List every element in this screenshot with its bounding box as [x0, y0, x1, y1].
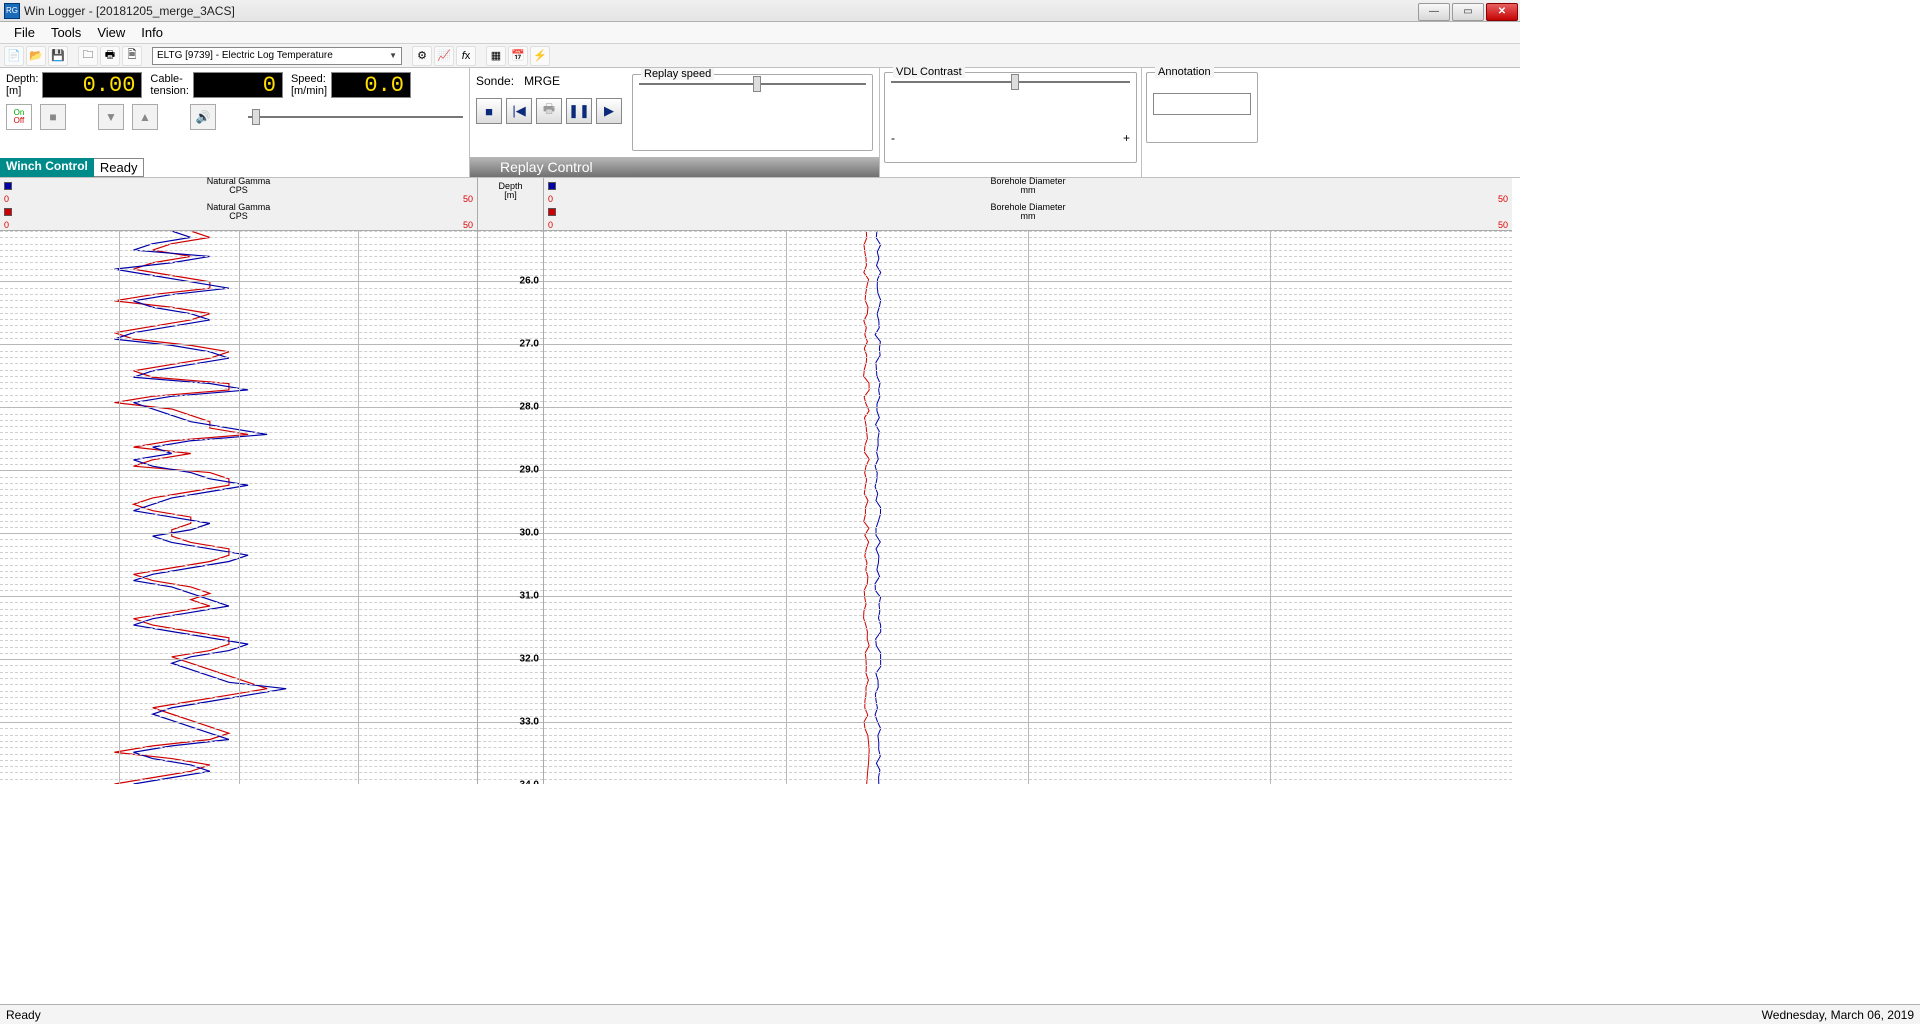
ng-swatch-2 [4, 208, 12, 216]
toolbar-chart-icon[interactable]: 📈 [434, 46, 454, 66]
depth-label: 30.0 [520, 528, 539, 539]
toolbar-open-icon[interactable]: 📂 [26, 46, 46, 66]
titlebar: RG Win Logger - [20181205_merge_3ACS] — … [0, 0, 1520, 22]
depth-label: 27.0 [520, 339, 539, 350]
depth-label: 26.0 [520, 276, 539, 287]
menu-view[interactable]: View [89, 23, 133, 42]
toolbar-folder-icon[interactable]: 🗀 [78, 46, 98, 66]
replay-panel: Sonde: MRGE ■ |◀ 🖶 ❚❚ ▶ Replay speed Rep… [470, 68, 880, 177]
winch-control-tag: Winch Control [0, 158, 94, 177]
winch-status: Ready [94, 158, 145, 177]
window-title: Win Logger - [20181205_merge_3ACS] [24, 4, 235, 18]
vdl-slider[interactable] [891, 81, 1130, 107]
depth-label: Depth: [m] [6, 73, 38, 97]
depth-label: 28.0 [520, 402, 539, 413]
menu-file[interactable]: File [6, 23, 43, 42]
bd-swatch-1 [548, 182, 556, 190]
replay-print-button[interactable]: 🖶 [536, 98, 562, 124]
toolbar-calendar-icon[interactable]: 📅 [508, 46, 528, 66]
depth-label: 32.0 [520, 654, 539, 665]
depth-label: 34.0 [520, 780, 539, 785]
replay-speed-legend: Replay speed [641, 68, 714, 80]
track-ng-header: Natural GammaCPS 0 50 Natural GammaCPS 0… [0, 178, 477, 231]
maximize-button[interactable]: ▭ [1452, 3, 1484, 21]
track-depth-body: 26.0 27.0 28.0 29.0 30.0 31.0 32.0 33.0 34.0 [478, 231, 543, 784]
track-bd-header: Borehole Diametermm 0 50 Borehole Diamet… [544, 178, 1512, 231]
track-bd-body [544, 231, 1512, 784]
vdl-group: VDL Contrast - + [884, 72, 1137, 163]
statusbar-ready: Ready [6, 1008, 41, 1022]
replay-speed-group: Replay speed [632, 74, 873, 151]
sonde-value: MRGE [524, 74, 560, 88]
annotation-panel: Annotation [1142, 68, 1262, 177]
annotation-input[interactable] [1153, 93, 1251, 115]
ng-swatch-1 [4, 182, 12, 190]
toolbar-new-icon[interactable]: 📄 [4, 46, 24, 66]
menu-tools[interactable]: Tools [43, 23, 89, 42]
replay-rewind-button[interactable]: |◀ [506, 98, 532, 124]
up-button[interactable]: ▲ [132, 104, 158, 130]
toolbar: 📄 📂 💾 🗀 🖶 🗎 ELTG [9739] - Electric Log T… [0, 44, 1520, 68]
bd-swatch-2 [548, 208, 556, 216]
vdl-plus-label: + [1123, 131, 1130, 145]
depth-label: 29.0 [520, 465, 539, 476]
app-icon: RG [4, 3, 20, 19]
log-area: Natural GammaCPS 0 50 Natural GammaCPS 0… [0, 178, 1520, 784]
speed-readout: 0.0 [331, 72, 411, 98]
menubar: File Tools View Info [0, 22, 1520, 44]
vdl-legend: VDL Contrast [893, 66, 965, 78]
track-natural-gamma: Natural GammaCPS 0 50 Natural GammaCPS 0… [0, 178, 478, 784]
depth-label: 31.0 [520, 591, 539, 602]
sound-button[interactable]: 🔊 [190, 104, 216, 130]
stop-button[interactable]: ■ [40, 104, 66, 130]
track-depth: Depth[m] 26.0 27.0 28.0 29.0 30.0 31.0 32.0 33.… [478, 178, 544, 784]
cable-label: Cable- tension: [150, 73, 189, 97]
statusbar: Ready Wednesday, March 06, 2019 [0, 1004, 1920, 1024]
depth-label: 33.0 [520, 717, 539, 728]
track-depth-header: Depth[m] [478, 178, 543, 231]
toolbar-fx-icon[interactable]: fx [456, 46, 476, 66]
track-ng-body [0, 231, 477, 784]
replay-stop-button[interactable]: ■ [476, 98, 502, 124]
track-borehole-diameter: Borehole Diametermm 0 50 Borehole Diamet… [544, 178, 1512, 784]
close-button[interactable]: ✕ [1486, 3, 1518, 21]
sonde-label: Sonde: [476, 74, 514, 88]
toolbar-run-icon[interactable]: ⚡ [530, 46, 550, 66]
down-button[interactable]: ▼ [98, 104, 124, 130]
toolbar-save-icon[interactable]: 💾 [48, 46, 68, 66]
replay-pause-button[interactable]: ❚❚ [566, 98, 592, 124]
speed-label: Speed: [m/min] [291, 73, 327, 97]
toolbar-print-icon[interactable]: 🖶 [100, 46, 120, 66]
winch-panel: Depth: [m] 0.00 Cable- tension: 0 Speed:… [0, 68, 470, 177]
cable-readout: 0 [193, 72, 283, 98]
vdl-minus-label: - [891, 131, 895, 145]
sonde-combo[interactable]: ELTG [9739] - Electric Log Temperature ▼ [152, 47, 402, 65]
toolbar-grid-icon[interactable]: ▦ [486, 46, 506, 66]
menu-info[interactable]: Info [133, 23, 171, 42]
minimize-button[interactable]: — [1418, 3, 1450, 21]
replay-play-button[interactable]: ▶ [596, 98, 622, 124]
toolbar-config-icon[interactable]: ⚙ [412, 46, 432, 66]
replay-control-banner: Replay Control [470, 157, 879, 177]
onoff-toggle[interactable]: OnOff [6, 104, 32, 130]
annotation-group: Annotation [1146, 72, 1258, 143]
statusbar-date: Wednesday, March 06, 2019 [1762, 1008, 1914, 1022]
annotation-legend: Annotation [1155, 66, 1214, 78]
sonde-combo-text: ELTG [9739] - Electric Log Temperature [157, 50, 333, 61]
window-controls: — ▭ ✕ [1418, 1, 1520, 21]
toolbar-printpreview-icon[interactable]: 🗎 [122, 46, 142, 66]
winch-speed-slider[interactable] [248, 107, 463, 127]
replay-speed-slider[interactable] [639, 83, 866, 109]
chevron-down-icon: ▼ [389, 51, 397, 60]
control-panels: Depth: [m] 0.00 Cable- tension: 0 Speed:… [0, 68, 1520, 178]
vdl-panel: VDL Contrast - + [880, 68, 1142, 177]
depth-readout: 0.00 [42, 72, 142, 98]
